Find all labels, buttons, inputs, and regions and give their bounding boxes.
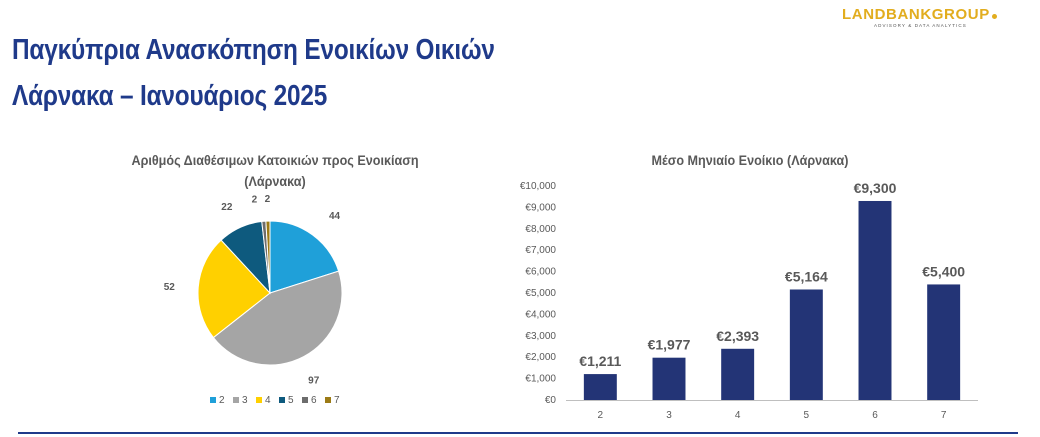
bar-data-label: €1,211 [579, 353, 621, 369]
logo-dot [991, 14, 997, 19]
x-tick-label: 6 [872, 410, 878, 421]
pie-data-label: 22 [221, 202, 233, 213]
legend-label-5: 5 [288, 395, 294, 406]
bar-2 [583, 374, 617, 400]
pie-slice-2 [269, 220, 340, 294]
legend-swatch-4 [256, 397, 262, 403]
bar-chart-title: Μέσο Μηνιαίο Ενοίκιο (Λάρνακα) [651, 152, 849, 168]
bar-7 [927, 284, 961, 400]
page-subtitle: Λάρνακα – Ιανουάριος 2025 [12, 80, 328, 112]
y-tick-label: €8,000 [525, 224, 556, 235]
pie-data-label: 2 [252, 195, 258, 205]
legend-label-7: 7 [334, 395, 340, 406]
pie-slice-4 [197, 239, 271, 339]
logo-tagline: ADVISORY & DATA ANALYTICS [874, 23, 967, 28]
y-tick-label: €6,000 [525, 267, 556, 278]
pie-data-label: 44 [329, 211, 341, 222]
y-tick-label: €2,000 [525, 352, 556, 363]
bottom-divider [18, 432, 1018, 434]
bar-data-label: €5,164 [785, 268, 828, 284]
bar-data-label: €5,400 [922, 263, 965, 279]
pie-data-label: 52 [164, 282, 176, 293]
pie-slice-7 [265, 220, 271, 294]
bar-data-label: €9,300 [854, 180, 897, 196]
legend-label-6: 6 [311, 395, 317, 406]
y-tick-label: €7,000 [525, 245, 556, 256]
y-tick-label: €4,000 [525, 309, 556, 320]
x-tick-label: 5 [804, 410, 810, 421]
legend-swatch-3 [233, 397, 239, 403]
x-tick-label: 4 [735, 410, 741, 421]
y-tick-label: €1,000 [525, 374, 556, 385]
x-tick-label: 7 [941, 410, 947, 421]
bar-chart: €0 €1,000 €2,000 €3,000 €4,000 €5,000 €6,000 €7… [520, 180, 978, 421]
bar-5 [789, 289, 823, 400]
y-tick-label: €10,000 [520, 181, 557, 192]
pie-data-label: 2 [265, 195, 271, 205]
bar-data-label: €1,977 [648, 337, 691, 353]
company-logo: LANDBANKGROUP ADVISORY & DATA ANALYTICS [842, 6, 997, 28]
legend-label-3: 3 [242, 395, 248, 406]
logo-text: LANDBANKGROUP [842, 6, 990, 23]
pie-data-label: 97 [308, 376, 320, 387]
y-tick-label: €3,000 [525, 331, 556, 342]
legend-swatch-5 [279, 397, 285, 403]
y-tick-label: €9,000 [525, 202, 556, 213]
pie-chart-title: Αριθμός Διαθέσιμων Κατοικιών προς Ενοικί… [131, 152, 419, 189]
bar-4 [721, 348, 755, 400]
legend-label-2: 2 [219, 395, 225, 406]
legend-swatch-6 [302, 397, 308, 403]
page-title: Παγκύπρια Ανασκόπηση Ενοικίων Οικιών [12, 34, 495, 66]
x-tick-label: 3 [666, 410, 672, 421]
x-tick-label: 2 [598, 410, 604, 421]
bar-6 [858, 200, 892, 400]
legend-swatch-7 [325, 397, 331, 403]
y-tick-label: €5,000 [525, 288, 556, 299]
bar-3 [652, 357, 686, 400]
pie-slice-3 [212, 270, 343, 366]
legend-swatch-2 [210, 397, 216, 403]
y-tick-label: €0 [545, 395, 557, 406]
legend-label-4: 4 [265, 395, 271, 406]
bar-data-label: €2,393 [716, 328, 759, 344]
